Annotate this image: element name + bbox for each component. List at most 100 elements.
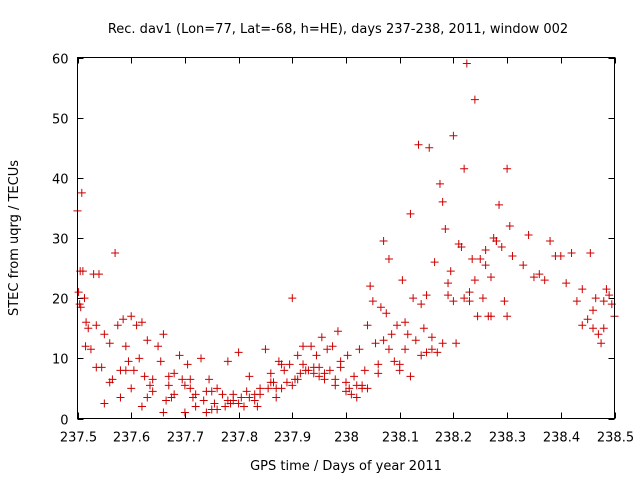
data-point [486, 312, 495, 321]
data-point [465, 297, 474, 306]
data-point [535, 270, 544, 279]
data-point [594, 330, 603, 339]
data-point [422, 348, 431, 357]
x-tick-label: 238.1 [382, 431, 419, 446]
data-point [379, 336, 388, 345]
data-point [379, 237, 388, 246]
data-point [599, 324, 608, 333]
data-point [360, 366, 369, 375]
data-point [82, 318, 91, 327]
data-point [384, 345, 393, 354]
data-point [401, 345, 410, 354]
data-point [210, 399, 219, 408]
plot-frame [77, 57, 615, 419]
data-point [261, 345, 270, 354]
data-point [304, 366, 313, 375]
data-point [352, 393, 361, 402]
data-point [92, 363, 101, 372]
data-point [277, 360, 286, 369]
data-point [105, 378, 114, 387]
data-point [250, 396, 259, 405]
data-point [317, 333, 326, 342]
x-axis-label: GPS time / Days of year 2011 [250, 459, 442, 474]
data-point [425, 143, 434, 152]
data-point [430, 258, 439, 267]
data-point [508, 252, 517, 261]
data-point [586, 249, 595, 258]
data-point [395, 360, 404, 369]
data-point [589, 306, 598, 315]
data-point [272, 384, 281, 393]
data-point [591, 294, 600, 303]
data-point [100, 399, 109, 408]
x-tick-label: 238.5 [597, 431, 634, 446]
y-tick-label: 20 [52, 293, 69, 308]
data-point [221, 402, 230, 411]
y-tick-label: 50 [52, 113, 69, 128]
data-point [272, 393, 281, 402]
data-point [567, 249, 576, 258]
data-point [245, 372, 254, 381]
data-point [299, 360, 308, 369]
data-point [111, 249, 120, 258]
data-point [135, 354, 144, 363]
data-point [315, 363, 324, 372]
data-point [376, 303, 385, 312]
x-tick-label: 238.4 [543, 431, 580, 446]
data-point [495, 200, 504, 209]
data-point [492, 237, 501, 246]
data-point [323, 345, 332, 354]
data-point [218, 390, 227, 399]
data-point [282, 378, 291, 387]
chart-title: Rec. dav1 (Lon=77, Lat=-68, h=HE), days … [108, 22, 568, 37]
y-tick-label: 0 [60, 414, 68, 429]
data-point [519, 261, 528, 270]
data-point [457, 243, 466, 252]
data-point [119, 315, 128, 324]
data-point [427, 345, 436, 354]
data-point [403, 330, 412, 339]
y-tick-label: 60 [52, 53, 69, 68]
data-point [234, 348, 243, 357]
data-point [352, 381, 361, 390]
y-tick-label: 10 [52, 353, 69, 368]
data-point [433, 348, 442, 357]
data-point [597, 339, 606, 348]
data-point [74, 288, 83, 297]
data-point [470, 276, 479, 285]
data-point [578, 321, 587, 330]
data-point [154, 342, 163, 351]
data-point [382, 309, 391, 318]
data-point [427, 333, 436, 342]
data-point [129, 366, 138, 375]
data-point [486, 273, 495, 282]
data-point [140, 372, 149, 381]
x-tick-label: 238.3 [489, 431, 526, 446]
data-point [180, 408, 189, 417]
data-point [605, 291, 614, 300]
data-point [77, 188, 86, 197]
data-point [406, 372, 415, 381]
data-point [234, 399, 243, 408]
data-point [191, 390, 200, 399]
data-point [419, 324, 428, 333]
x-tick-label: 237.5 [60, 431, 97, 446]
data-point [462, 59, 471, 68]
data-point [164, 372, 173, 381]
data-point [229, 396, 238, 405]
x-tick-label: 237.8 [221, 431, 258, 446]
data-point [242, 387, 251, 396]
data-point [449, 131, 458, 140]
data-point [406, 209, 415, 218]
data-point [86, 345, 95, 354]
data-point [191, 402, 200, 411]
data-point [288, 294, 297, 303]
data-point [390, 357, 399, 366]
data-point [546, 237, 555, 246]
data-point [237, 393, 246, 402]
data-point [384, 255, 393, 264]
data-point [331, 375, 340, 384]
data-point [253, 402, 262, 411]
data-point [336, 363, 345, 372]
data-point [529, 273, 538, 282]
